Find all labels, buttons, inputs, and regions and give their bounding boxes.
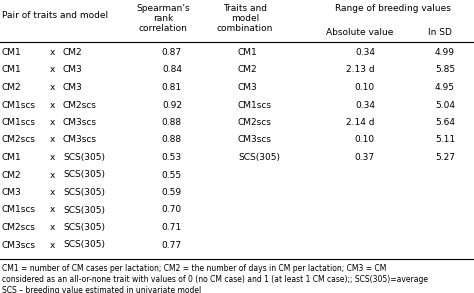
Text: CM3scs: CM3scs (63, 118, 97, 127)
Text: 0.71: 0.71 (162, 223, 182, 232)
Text: x: x (49, 153, 55, 162)
Text: 0.92: 0.92 (162, 100, 182, 110)
Text: CM3scs: CM3scs (63, 135, 97, 144)
Text: CM1: CM1 (2, 66, 22, 74)
Text: 5.27: 5.27 (435, 153, 455, 162)
Text: x: x (49, 223, 55, 232)
Text: 2.14 d: 2.14 d (346, 118, 375, 127)
Text: SCS(305): SCS(305) (63, 205, 105, 214)
Text: SCS(305): SCS(305) (63, 153, 105, 162)
Text: x: x (49, 241, 55, 250)
Text: CM1: CM1 (238, 48, 258, 57)
Text: rank: rank (153, 14, 173, 23)
Text: CM3scs: CM3scs (238, 135, 272, 144)
Text: correlation: correlation (138, 24, 187, 33)
Text: CM1 = number of CM cases per lactation; CM2 = the number of days in CM per lacta: CM1 = number of CM cases per lactation; … (2, 264, 386, 273)
Text: CM3scs: CM3scs (2, 241, 36, 250)
Text: 5.85: 5.85 (435, 66, 455, 74)
Text: SCS(305): SCS(305) (63, 171, 105, 180)
Text: x: x (49, 135, 55, 144)
Text: x: x (49, 83, 55, 92)
Text: 0.70: 0.70 (162, 205, 182, 214)
Text: x: x (49, 188, 55, 197)
Text: Traits and: Traits and (223, 4, 267, 13)
Text: CM2scs: CM2scs (2, 223, 36, 232)
Text: CM1scs: CM1scs (238, 100, 272, 110)
Text: CM3: CM3 (63, 83, 83, 92)
Text: 0.10: 0.10 (355, 83, 375, 92)
Text: model: model (231, 14, 259, 23)
Text: 0.55: 0.55 (162, 171, 182, 180)
Text: CM2: CM2 (63, 48, 82, 57)
Text: CM3: CM3 (63, 66, 83, 74)
Text: 5.64: 5.64 (435, 118, 455, 127)
Text: CM1: CM1 (2, 48, 22, 57)
Text: 0.34: 0.34 (355, 48, 375, 57)
Text: 0.59: 0.59 (162, 188, 182, 197)
Text: CM1scs: CM1scs (2, 205, 36, 214)
Text: SCS(305): SCS(305) (63, 188, 105, 197)
Text: 0.53: 0.53 (162, 153, 182, 162)
Text: 0.87: 0.87 (162, 48, 182, 57)
Text: CM1: CM1 (2, 153, 22, 162)
Text: SCS – breeding value estimated in univariate model: SCS – breeding value estimated in univar… (2, 286, 201, 293)
Text: 5.04: 5.04 (435, 100, 455, 110)
Text: x: x (49, 171, 55, 180)
Text: Range of breeding values: Range of breeding values (335, 4, 450, 13)
Text: CM2: CM2 (238, 66, 258, 74)
Text: 0.34: 0.34 (355, 100, 375, 110)
Text: SCS(305): SCS(305) (63, 223, 105, 232)
Text: 0.88: 0.88 (162, 135, 182, 144)
Text: x: x (49, 66, 55, 74)
Text: 0.88: 0.88 (162, 118, 182, 127)
Text: 0.84: 0.84 (162, 66, 182, 74)
Text: 0.37: 0.37 (355, 153, 375, 162)
Text: CM2scs: CM2scs (63, 100, 97, 110)
Text: combination: combination (217, 24, 273, 33)
Text: x: x (49, 205, 55, 214)
Text: CM2scs: CM2scs (2, 135, 36, 144)
Text: Spearman’s: Spearman’s (136, 4, 190, 13)
Text: 5.11: 5.11 (435, 135, 455, 144)
Text: 0.77: 0.77 (162, 241, 182, 250)
Text: CM2scs: CM2scs (238, 118, 272, 127)
Text: CM1scs: CM1scs (2, 118, 36, 127)
Text: 2.13 d: 2.13 d (346, 66, 375, 74)
Text: CM3: CM3 (238, 83, 258, 92)
Text: x: x (49, 118, 55, 127)
Text: SCS(305): SCS(305) (63, 241, 105, 250)
Text: x: x (49, 48, 55, 57)
Text: SCS(305): SCS(305) (238, 153, 280, 162)
Text: CM3: CM3 (2, 188, 22, 197)
Text: 0.10: 0.10 (355, 135, 375, 144)
Text: 4.95: 4.95 (435, 83, 455, 92)
Text: In SD: In SD (428, 28, 452, 37)
Text: CM1scs: CM1scs (2, 100, 36, 110)
Text: CM2: CM2 (2, 83, 22, 92)
Text: x: x (49, 100, 55, 110)
Text: Pair of traits and model: Pair of traits and model (2, 11, 108, 21)
Text: Absolute value: Absolute value (326, 28, 394, 37)
Text: 0.81: 0.81 (162, 83, 182, 92)
Text: considered as an all-or-none trait with values of 0 (no CM case) and 1 (at least: considered as an all-or-none trait with … (2, 275, 428, 284)
Text: CM2: CM2 (2, 171, 22, 180)
Text: 4.99: 4.99 (435, 48, 455, 57)
